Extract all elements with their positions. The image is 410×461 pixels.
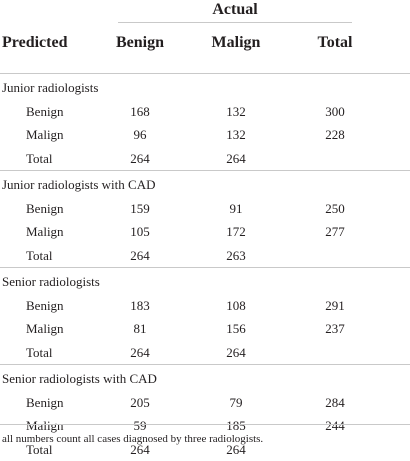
table-row: Malign 96 132 228 bbox=[0, 123, 410, 147]
group-title-row: Junior radiologists bbox=[0, 76, 410, 100]
group-title-row: Junior radiologists with CAD bbox=[0, 173, 410, 197]
row-label: Benign bbox=[26, 201, 64, 217]
malign-cell: 132 bbox=[196, 104, 276, 120]
table-body: Junior radiologists Benign 168 132 300 Malign… bbox=[0, 74, 410, 461]
malign-cell: 156 bbox=[196, 321, 276, 337]
table-row: Malign 105 172 277 bbox=[0, 220, 410, 244]
malign-cell: 91 bbox=[196, 201, 276, 217]
table-row: Benign 183 108 291 bbox=[0, 294, 410, 318]
header-divider bbox=[0, 73, 410, 74]
total-cell: 300 bbox=[295, 104, 375, 120]
benign-cell: 183 bbox=[100, 298, 180, 314]
group-title-row: Senior radiologists bbox=[0, 270, 410, 294]
total-cell: 284 bbox=[295, 395, 375, 411]
benign-column-header: Benign bbox=[100, 33, 180, 53]
predicted-header: Predicted bbox=[2, 33, 67, 53]
total-cell: 244 bbox=[295, 418, 375, 434]
table-row: Benign 205 79 284 bbox=[0, 391, 410, 415]
table-header: Actual Predicted Benign Malign Total bbox=[0, 0, 410, 74]
malign-cell: 79 bbox=[196, 395, 276, 411]
total-cell: 250 bbox=[295, 201, 375, 217]
benign-cell: 159 bbox=[100, 201, 180, 217]
malign-cell: 263 bbox=[196, 248, 276, 264]
table-group: Senior radiologists Benign 183 108 291 Malign… bbox=[0, 268, 410, 364]
total-cell: 277 bbox=[295, 224, 375, 240]
total-cell: 237 bbox=[295, 321, 375, 337]
malign-cell: 264 bbox=[196, 151, 276, 167]
table-row: Total 264 264 bbox=[0, 341, 410, 365]
total-cell: 228 bbox=[295, 127, 375, 143]
row-label: Benign bbox=[26, 298, 64, 314]
row-label: Benign bbox=[26, 104, 64, 120]
malign-column-header: Malign bbox=[196, 33, 276, 53]
benign-cell: 168 bbox=[100, 104, 180, 120]
row-label: Total bbox=[26, 151, 53, 167]
table-row: Total 264 264 bbox=[0, 147, 410, 171]
total-cell: 291 bbox=[295, 298, 375, 314]
group-title: Junior radiologists bbox=[2, 80, 98, 96]
malign-cell: 172 bbox=[196, 224, 276, 240]
table-group: Senior radiologists with CAD Benign 205 79 2… bbox=[0, 365, 410, 461]
row-label: Total bbox=[26, 248, 53, 264]
group-title: Senior radiologists with CAD bbox=[2, 371, 157, 387]
row-label: Malign bbox=[26, 127, 64, 143]
table-footnote: all numbers count all cases diagnosed by… bbox=[2, 432, 263, 446]
benign-cell: 264 bbox=[100, 248, 180, 264]
total-column-header: Total bbox=[295, 33, 375, 53]
benign-cell: 264 bbox=[100, 151, 180, 167]
group-title: Senior radiologists bbox=[2, 274, 100, 290]
row-label: Malign bbox=[26, 321, 64, 337]
actual-header: Actual bbox=[118, 0, 352, 20]
row-label: Benign bbox=[26, 395, 64, 411]
benign-cell: 105 bbox=[100, 224, 180, 240]
table-group: Junior radiologists Benign 168 132 300 Malign… bbox=[0, 74, 410, 170]
benign-cell: 264 bbox=[100, 345, 180, 361]
benign-cell: 205 bbox=[100, 395, 180, 411]
actual-divider bbox=[118, 22, 352, 23]
group-title: Junior radiologists with CAD bbox=[2, 177, 155, 193]
table-row: Malign 81 156 237 bbox=[0, 317, 410, 341]
table-bottom-divider bbox=[0, 424, 410, 425]
row-label: Malign bbox=[26, 224, 64, 240]
table-row: Benign 159 91 250 bbox=[0, 197, 410, 221]
malign-cell: 132 bbox=[196, 127, 276, 143]
table-group: Junior radiologists with CAD Benign 159 91 2… bbox=[0, 171, 410, 267]
benign-cell: 96 bbox=[100, 127, 180, 143]
benign-cell: 81 bbox=[100, 321, 180, 337]
malign-cell: 108 bbox=[196, 298, 276, 314]
malign-cell: 264 bbox=[196, 345, 276, 361]
group-title-row: Senior radiologists with CAD bbox=[0, 367, 410, 391]
table-row: Total 264 263 bbox=[0, 244, 410, 268]
row-label: Total bbox=[26, 345, 53, 361]
table-row: Benign 168 132 300 bbox=[0, 100, 410, 124]
